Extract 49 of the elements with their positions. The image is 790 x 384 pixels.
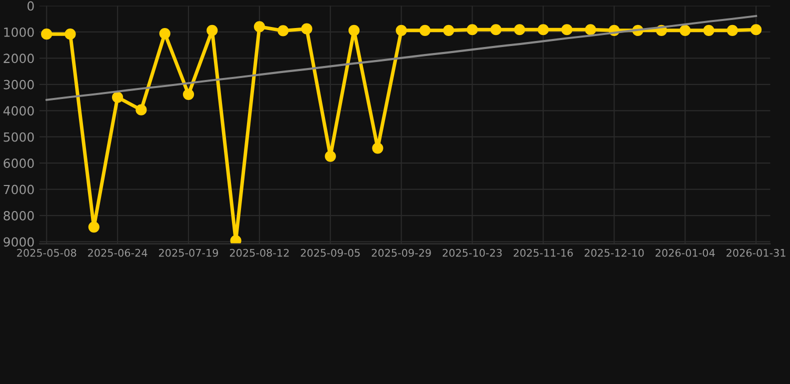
y-tick-label: 9000 (4, 237, 34, 247)
point (466, 24, 478, 36)
point (112, 92, 124, 103)
y-tick-label: 4000 (3, 106, 34, 116)
y-tick-label: 7000 (4, 184, 34, 194)
x-tick-label: 2025-10-23 (442, 248, 502, 257)
y-tick-label: 0 (28, 1, 34, 11)
point (278, 25, 289, 36)
x-tick-label: 2025-07-19 (158, 248, 218, 257)
x-tick-label: 2025-06-24 (88, 248, 148, 257)
point (182, 88, 194, 100)
point (206, 24, 218, 36)
x-tick-label: 2026-01-31 (726, 248, 786, 257)
point (443, 24, 454, 36)
point (538, 24, 549, 36)
y-tick-label: 3000 (4, 80, 34, 90)
x-tick-label: 2026-01-04 (656, 248, 715, 257)
point (703, 24, 714, 36)
point (254, 21, 265, 32)
point (230, 235, 242, 244)
point (561, 24, 572, 36)
y-tick-label: 8000 (4, 210, 34, 220)
x-tick-label: 2025-09-05 (300, 248, 360, 257)
point (372, 142, 384, 154)
y-tick-label: 6000 (4, 158, 34, 168)
point (64, 28, 76, 40)
x-tick-label: 2025-12-10 (584, 248, 644, 257)
y-tick-label: 1000 (4, 27, 34, 37)
point (396, 24, 407, 36)
x-tick-label: 2025-09-29 (372, 248, 431, 257)
point (136, 104, 147, 116)
point (159, 28, 170, 40)
point (514, 24, 526, 36)
point (490, 24, 502, 36)
point (419, 24, 431, 36)
point (680, 24, 691, 36)
point (301, 23, 312, 34)
point (324, 150, 336, 162)
y-tick-label: 2000 (4, 54, 34, 64)
x-tick-label: 2025-08-12 (230, 248, 289, 257)
x-tick-label: 2025-11-16 (514, 248, 573, 257)
point (348, 24, 360, 36)
point (41, 28, 52, 40)
point (584, 24, 596, 36)
point (88, 222, 100, 233)
y-tick-label: 5000 (4, 132, 34, 142)
point (726, 24, 738, 36)
point (750, 24, 762, 36)
x-tick-label: 2025-05-08 (17, 248, 76, 257)
